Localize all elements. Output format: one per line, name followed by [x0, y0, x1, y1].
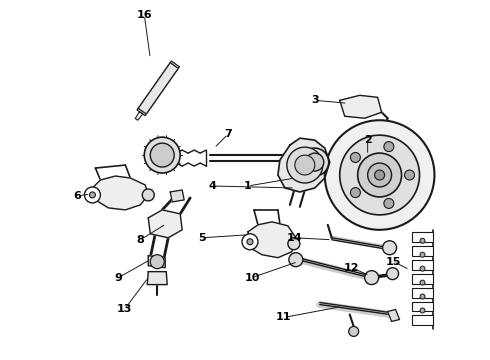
Bar: [412, 315, 434, 325]
Text: 2: 2: [364, 135, 371, 145]
Text: 16: 16: [137, 10, 152, 20]
Text: 9: 9: [115, 273, 122, 283]
Polygon shape: [278, 138, 330, 192]
Circle shape: [368, 163, 392, 187]
Circle shape: [340, 135, 419, 215]
Bar: [412, 246, 434, 256]
Circle shape: [420, 294, 425, 299]
Circle shape: [405, 170, 415, 180]
Circle shape: [350, 188, 361, 198]
Circle shape: [375, 170, 385, 180]
Circle shape: [384, 141, 394, 152]
Polygon shape: [147, 272, 167, 285]
Text: 7: 7: [224, 129, 232, 139]
Circle shape: [387, 268, 398, 280]
Circle shape: [247, 239, 253, 245]
Circle shape: [325, 120, 435, 230]
Text: 1: 1: [244, 181, 252, 191]
Circle shape: [287, 147, 323, 183]
Text: 10: 10: [245, 273, 260, 283]
Text: 5: 5: [198, 233, 206, 243]
Circle shape: [295, 155, 315, 175]
Text: 8: 8: [136, 235, 144, 245]
Polygon shape: [137, 108, 147, 116]
Circle shape: [420, 308, 425, 313]
Polygon shape: [148, 210, 182, 238]
Circle shape: [365, 271, 379, 285]
Text: 13: 13: [117, 305, 132, 315]
Polygon shape: [170, 61, 179, 68]
Circle shape: [420, 238, 425, 243]
Circle shape: [350, 153, 361, 162]
Bar: [412, 288, 434, 298]
Circle shape: [384, 198, 394, 208]
Text: 15: 15: [386, 257, 401, 267]
Circle shape: [358, 153, 401, 197]
Bar: [412, 260, 434, 270]
Circle shape: [301, 148, 329, 176]
Polygon shape: [135, 112, 143, 120]
Polygon shape: [388, 310, 399, 321]
Circle shape: [420, 266, 425, 271]
Circle shape: [383, 241, 396, 255]
Text: 14: 14: [287, 233, 303, 243]
Text: 12: 12: [344, 263, 360, 273]
Polygon shape: [340, 95, 382, 118]
Text: 6: 6: [74, 191, 81, 201]
Circle shape: [420, 252, 425, 257]
Bar: [412, 274, 434, 284]
Circle shape: [150, 255, 164, 269]
Circle shape: [90, 192, 96, 198]
Text: 4: 4: [208, 181, 216, 191]
Circle shape: [289, 253, 303, 267]
Bar: [412, 302, 434, 311]
Circle shape: [142, 189, 154, 201]
Text: 3: 3: [311, 95, 318, 105]
Circle shape: [150, 143, 174, 167]
Text: 11: 11: [276, 312, 292, 323]
Bar: [412, 232, 434, 242]
Circle shape: [306, 153, 324, 171]
Circle shape: [144, 137, 180, 173]
Polygon shape: [138, 63, 178, 114]
Circle shape: [242, 234, 258, 250]
Circle shape: [349, 327, 359, 336]
Circle shape: [420, 280, 425, 285]
Polygon shape: [170, 190, 184, 202]
Polygon shape: [91, 176, 148, 210]
Circle shape: [288, 238, 300, 250]
Polygon shape: [248, 222, 296, 258]
Polygon shape: [148, 256, 165, 268]
Circle shape: [84, 187, 100, 203]
